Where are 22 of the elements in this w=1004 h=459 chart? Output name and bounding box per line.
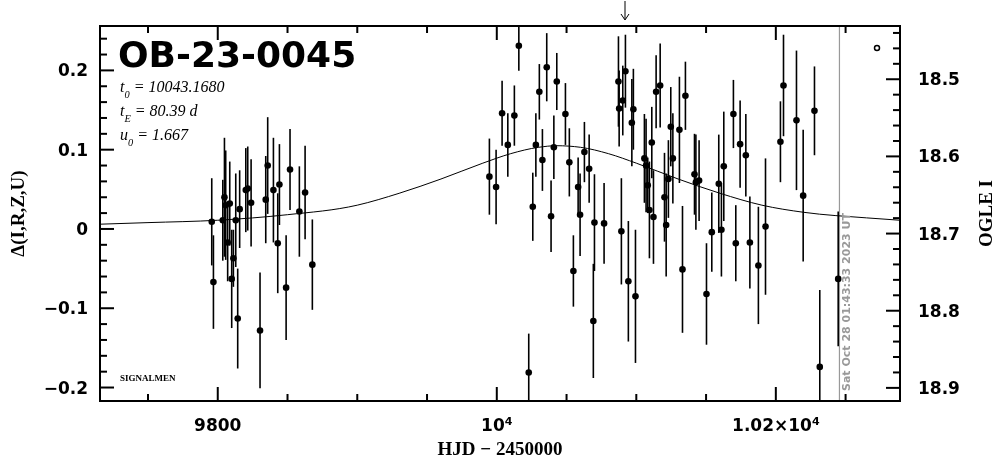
y2-tick-label: 18.9 — [918, 377, 960, 398]
y2-tick-label: 18.8 — [918, 300, 960, 321]
x-axis-title: HJD − 2450000 — [437, 438, 563, 459]
annotation: t$_{0}$ = 10043.1680 — [120, 78, 225, 100]
annotation: u$_{0}$ = 1.667 — [120, 126, 189, 148]
y-axis-title: Δ(I,R,Z,U) — [7, 170, 29, 257]
y-tick-label: 0 — [76, 218, 89, 239]
x-tick-label: 1.02×10$^{4}$ — [732, 414, 820, 435]
x-tick-label: 9800 — [194, 415, 242, 435]
annotation: t$_{E}$ = 80.39 d — [120, 102, 199, 124]
y-tick-label: −0.1 — [43, 298, 88, 319]
y2-axis-title: OGLE I — [975, 179, 996, 248]
y2-tick-label: 18.5 — [918, 69, 960, 90]
y2-tick-label: 18.6 — [918, 146, 960, 167]
y-tick-label: 0.1 — [57, 139, 88, 160]
annotation: SIGNALMEN — [120, 373, 177, 383]
y2-tick-label: 18.7 — [918, 223, 960, 244]
annotation: Sat Oct 28 01:43:33 2023 UT — [840, 212, 854, 391]
y-tick-label: 0.2 — [57, 60, 88, 81]
x-tick-label: 10$^{4}$ — [481, 414, 513, 435]
chart-title: OB-23-0045 — [118, 34, 357, 75]
y-tick-label: −0.2 — [43, 377, 88, 398]
